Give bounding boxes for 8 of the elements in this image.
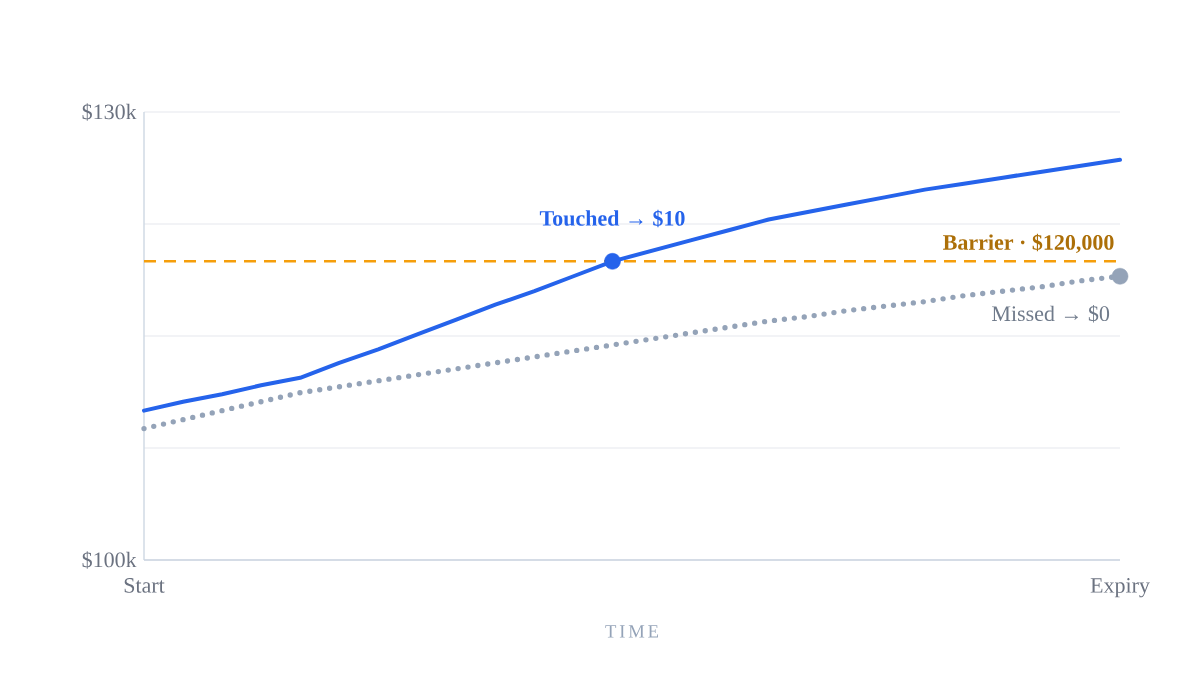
annotation: Missed → $0 bbox=[992, 304, 1110, 323]
ref-line-label: Barrier · $120,000 bbox=[943, 233, 1114, 254]
x-tick-label: Start bbox=[124, 578, 165, 593]
x-axis-title: TIME bbox=[605, 625, 659, 638]
x-tick-label: Expiry bbox=[1090, 578, 1150, 598]
y-tick-label: $130k bbox=[82, 103, 137, 121]
y-tick-label: $100k bbox=[82, 551, 137, 569]
annotation: Touched → $10 bbox=[539, 209, 685, 228]
